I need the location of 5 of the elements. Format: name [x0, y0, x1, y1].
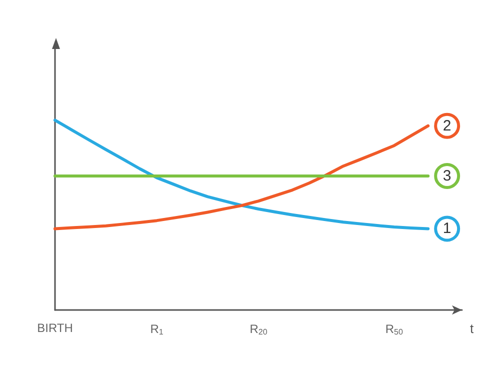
x-axis-title: t: [470, 321, 474, 336]
series-label: 1: [442, 220, 452, 238]
series-label: 3: [442, 167, 452, 184]
series-label: 2: [442, 117, 452, 134]
x-tick-label: BIRTH: [37, 321, 73, 335]
